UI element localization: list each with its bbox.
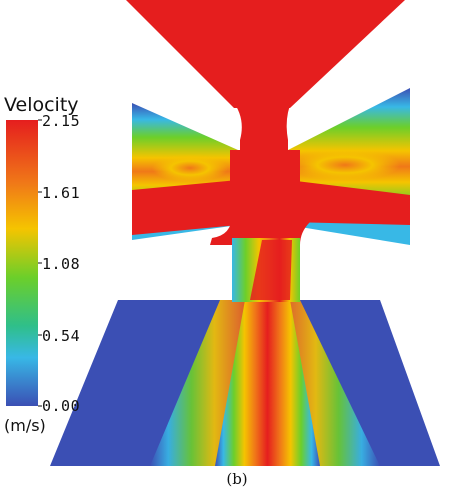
jet-core <box>250 240 292 300</box>
legend-tick-mid: 1.08 <box>42 255 81 273</box>
top-funnel <box>126 0 405 108</box>
left-arm-hotspot <box>152 154 228 182</box>
figure-caption: (b) <box>226 470 248 488</box>
center-cross-bar <box>230 150 300 230</box>
left-arm-red-band <box>132 180 238 235</box>
right-arm-red-band <box>288 180 410 225</box>
lower-plume-core <box>215 300 320 466</box>
legend-tick-min: 0.00 <box>42 397 81 415</box>
right-arm-hotspot <box>290 149 400 181</box>
legend-unit: (m/s) <box>4 416 46 435</box>
legend-title: Velocity <box>4 94 79 116</box>
legend-tick-marks <box>38 119 42 407</box>
legend-color-bar <box>6 120 38 406</box>
legend-tick-high: 1.61 <box>42 184 81 202</box>
legend-tick-low: 0.54 <box>42 327 81 345</box>
legend-tick-max: 2.15 <box>42 112 81 130</box>
